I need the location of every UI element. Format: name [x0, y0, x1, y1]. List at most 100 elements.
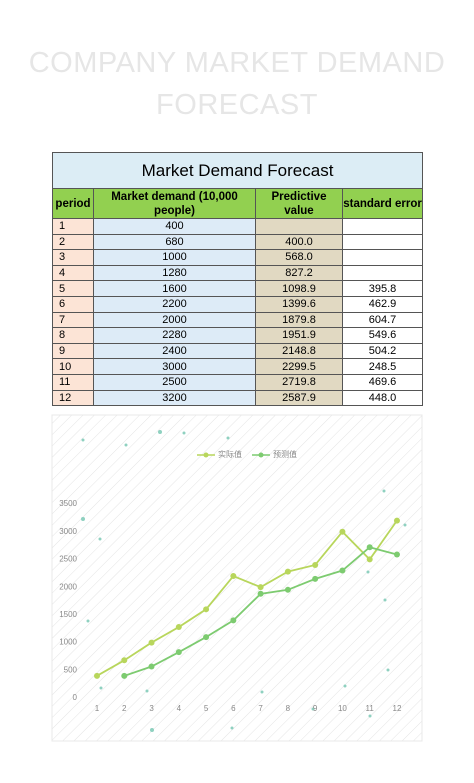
table-cell: 504.2 [341, 342, 424, 360]
table-cell: 8 [52, 327, 94, 344]
table-cell: 12 [52, 389, 94, 407]
table-row: 9 2400 2148.8 504.2 [52, 342, 424, 360]
table-row: 6 2200 1399.6 462.9 [52, 295, 424, 313]
table-cell: 7 [52, 311, 94, 329]
legend-marker [203, 452, 209, 458]
table-cell: 10 [52, 358, 94, 375]
column-header: Market demand (10,000 people) [93, 188, 256, 219]
table-cell: 1 [52, 218, 94, 235]
table-cell: 400.0 [255, 233, 343, 251]
table-cell [255, 218, 343, 235]
table-cell: 3 [52, 249, 94, 266]
table-cell: 2400 [93, 342, 256, 360]
legend-label: 实际值 [218, 449, 242, 459]
table-cell: 469.6 [341, 373, 424, 391]
y-tick-label: 3500 [59, 499, 77, 508]
table-row: 3 1000 568.0 [52, 249, 424, 266]
decor-dots [81, 430, 407, 732]
data-point [230, 573, 237, 580]
legend-label: 预测值 [273, 449, 297, 459]
data-point [257, 590, 264, 597]
data-point [148, 663, 155, 670]
table-cell: 1280 [93, 264, 256, 282]
data-point [366, 556, 373, 563]
table-row: 12 3200 2587.9 448.0 [52, 389, 424, 407]
table-cell: 3200 [93, 389, 256, 407]
page-title: COMPANY MARKET DEMAND FORECAST [28, 47, 446, 121]
x-tick-label: 5 [204, 704, 209, 713]
column-header: Predictive value [255, 188, 343, 219]
legend-marker [258, 452, 264, 458]
table-cell: 5 [52, 280, 94, 297]
data-point [312, 561, 319, 568]
column-header: standard error [341, 188, 424, 219]
table-cell: 1879.8 [255, 311, 343, 329]
table-cell: 462.9 [341, 295, 424, 313]
data-point [339, 567, 346, 574]
table-cell: 680 [93, 233, 256, 251]
data-point [312, 575, 319, 582]
y-tick-label: 500 [64, 665, 78, 674]
data-point [257, 584, 264, 591]
table-cell: 4 [52, 264, 94, 282]
y-tick-label: 3000 [59, 527, 77, 536]
table-cell: 2148.8 [255, 342, 343, 360]
data-point [284, 586, 291, 593]
data-point [203, 606, 210, 613]
data-point [339, 528, 346, 535]
table-cell: 6 [52, 295, 94, 313]
data-point [148, 639, 155, 646]
table-row: 5 1600 1098.9 395.8 [52, 280, 424, 297]
y-tick-label: 1500 [59, 610, 77, 619]
table-cell: 2719.8 [255, 373, 343, 391]
table-cell [341, 218, 424, 235]
data-point [175, 624, 182, 631]
x-tick-label: 1 [95, 704, 100, 713]
table-cell: 1600 [93, 280, 256, 297]
data-point [230, 617, 237, 624]
table-row: 7 2000 1879.8 604.7 [52, 311, 424, 329]
data-point [94, 672, 100, 679]
table-cell: 3000 [93, 358, 256, 375]
chart-background [51, 414, 423, 742]
table-cell: 2 [52, 233, 94, 251]
y-tick-label: 2500 [59, 555, 77, 564]
table-row: 1 400 [52, 218, 424, 235]
table-row: 2 680 400.0 [52, 233, 424, 251]
table-cell: 549.6 [341, 327, 424, 344]
x-tick-label: 9 [313, 704, 318, 713]
table-row: 4 1280 827.2 [52, 264, 424, 282]
data-point [366, 544, 373, 551]
table-cell: 11 [52, 373, 94, 391]
x-tick-label: 12 [393, 704, 402, 713]
x-tick-label: 4 [177, 704, 182, 713]
table-cell: 2587.9 [255, 389, 343, 407]
table-cell: 400 [93, 218, 256, 235]
y-tick-label: 1000 [59, 638, 77, 647]
table-cell: 395.8 [341, 280, 424, 297]
table-cell: 1098.9 [255, 280, 343, 297]
series-line [123, 546, 398, 677]
table-cell: 604.7 [341, 311, 424, 329]
table-cell: 568.0 [255, 249, 343, 266]
data-point [393, 517, 400, 524]
table-cell: 2000 [93, 311, 256, 329]
table-row: 8 2280 1951.9 549.6 [52, 327, 424, 344]
table-cell: 9 [52, 342, 94, 360]
table-cell: 2200 [93, 295, 256, 313]
table-cell: 827.2 [255, 264, 343, 282]
table-cell: 2500 [93, 373, 256, 391]
table-cell: 2280 [93, 327, 256, 344]
data-table: Market Demand Forecast period Market dema… [51, 152, 424, 407]
table-title: Market Demand Forecast [51, 152, 424, 189]
table-cell: 1000 [93, 249, 256, 266]
x-tick-label: 10 [338, 704, 347, 713]
x-tick-label: 6 [231, 704, 236, 713]
data-point [284, 568, 291, 575]
table-cell: 248.5 [341, 358, 424, 375]
table-cell [341, 249, 424, 266]
table-cell [341, 264, 424, 282]
x-tick-label: 7 [258, 704, 263, 713]
x-tick-label: 11 [366, 704, 375, 713]
